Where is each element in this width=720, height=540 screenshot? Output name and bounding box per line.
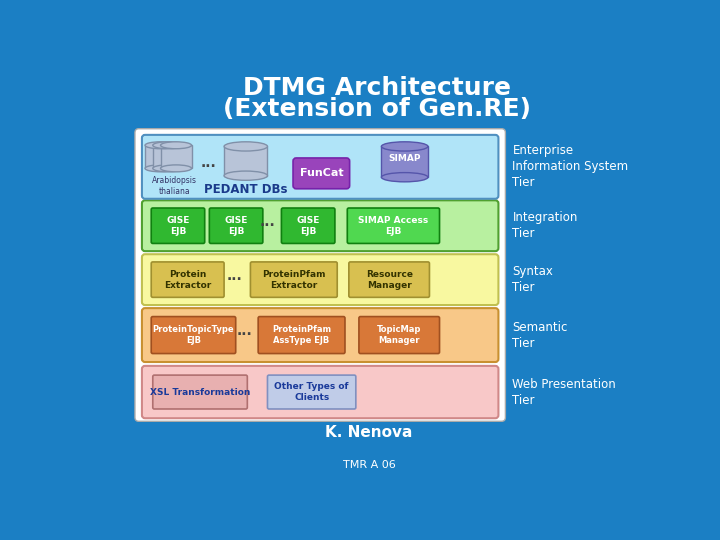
FancyBboxPatch shape bbox=[142, 308, 498, 362]
FancyBboxPatch shape bbox=[349, 262, 429, 298]
Text: ···: ··· bbox=[236, 328, 252, 342]
Bar bbox=[382, 146, 428, 177]
FancyBboxPatch shape bbox=[151, 208, 204, 244]
Text: Enterprise
Information System
Tier: Enterprise Information System Tier bbox=[513, 144, 629, 190]
Ellipse shape bbox=[161, 165, 192, 172]
FancyBboxPatch shape bbox=[142, 366, 498, 418]
FancyBboxPatch shape bbox=[151, 262, 224, 298]
FancyBboxPatch shape bbox=[267, 375, 356, 409]
Text: ···: ··· bbox=[227, 273, 243, 287]
FancyBboxPatch shape bbox=[142, 254, 498, 305]
Ellipse shape bbox=[161, 142, 192, 149]
Text: GISE
EJB: GISE EJB bbox=[225, 216, 248, 235]
Ellipse shape bbox=[224, 142, 267, 151]
Ellipse shape bbox=[153, 165, 184, 172]
Text: (Extension of Gen.RE): (Extension of Gen.RE) bbox=[222, 97, 531, 122]
Ellipse shape bbox=[382, 142, 428, 151]
Text: Resource
Manager: Resource Manager bbox=[366, 270, 413, 289]
Text: Other Types of
Clients: Other Types of Clients bbox=[274, 382, 349, 402]
Text: Arabidopsis
thaliana: Arabidopsis thaliana bbox=[152, 177, 197, 196]
FancyBboxPatch shape bbox=[135, 129, 505, 421]
Ellipse shape bbox=[145, 165, 176, 172]
Text: ···: ··· bbox=[201, 160, 217, 174]
Bar bbox=[153, 145, 184, 168]
Text: Web Presentation
Tier: Web Presentation Tier bbox=[513, 377, 616, 407]
Text: PEDANT DBs: PEDANT DBs bbox=[204, 183, 287, 195]
FancyBboxPatch shape bbox=[347, 208, 439, 244]
Text: ···: ··· bbox=[260, 219, 275, 233]
Text: ProteinTopicType
EJB: ProteinTopicType EJB bbox=[153, 325, 234, 345]
Text: SIMAP: SIMAP bbox=[388, 154, 421, 163]
Text: K. Nenova: K. Nenova bbox=[325, 426, 413, 440]
FancyBboxPatch shape bbox=[293, 158, 350, 189]
FancyBboxPatch shape bbox=[282, 208, 335, 244]
FancyBboxPatch shape bbox=[142, 200, 498, 251]
Bar bbox=[145, 145, 176, 168]
Ellipse shape bbox=[224, 171, 267, 180]
Text: Syntax
Tier: Syntax Tier bbox=[513, 265, 553, 294]
FancyBboxPatch shape bbox=[258, 316, 345, 354]
Text: ProteinPfam
AssType EJB: ProteinPfam AssType EJB bbox=[272, 325, 331, 345]
Text: GISE
EJB: GISE EJB bbox=[297, 216, 320, 235]
FancyBboxPatch shape bbox=[142, 135, 498, 199]
FancyBboxPatch shape bbox=[151, 316, 235, 354]
Text: GISE
EJB: GISE EJB bbox=[166, 216, 189, 235]
Text: XSL Transformation: XSL Transformation bbox=[150, 388, 251, 396]
Text: FunCat: FunCat bbox=[300, 168, 343, 178]
Ellipse shape bbox=[382, 173, 428, 182]
FancyBboxPatch shape bbox=[359, 316, 439, 354]
Text: ProteinPfam
Extractor: ProteinPfam Extractor bbox=[262, 270, 325, 289]
Bar bbox=[161, 145, 192, 168]
Text: Protein
Extractor: Protein Extractor bbox=[164, 270, 211, 289]
Text: Integration
Tier: Integration Tier bbox=[513, 211, 577, 240]
Text: Semantic
Tier: Semantic Tier bbox=[513, 321, 568, 349]
Text: TopicMap
Manager: TopicMap Manager bbox=[377, 325, 421, 345]
Ellipse shape bbox=[153, 142, 184, 149]
FancyBboxPatch shape bbox=[153, 375, 248, 409]
Text: SIMAP Access
EJB: SIMAP Access EJB bbox=[359, 216, 428, 235]
Text: TMR A 06: TMR A 06 bbox=[343, 460, 395, 470]
FancyBboxPatch shape bbox=[210, 208, 263, 244]
FancyBboxPatch shape bbox=[251, 262, 337, 298]
Text: DTMG Architecture: DTMG Architecture bbox=[243, 76, 510, 100]
Ellipse shape bbox=[145, 142, 176, 149]
Bar bbox=[224, 146, 267, 176]
